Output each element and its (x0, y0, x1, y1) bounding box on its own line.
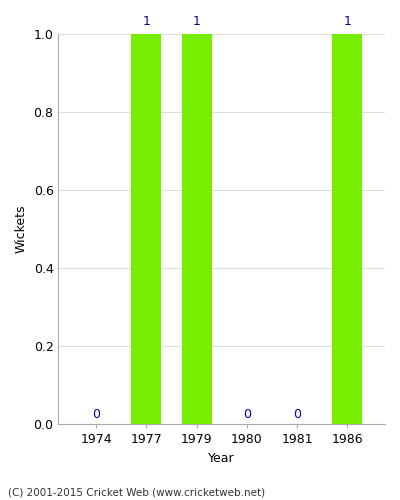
Text: 1: 1 (193, 15, 200, 28)
Text: 0: 0 (92, 408, 100, 420)
X-axis label: Year: Year (208, 452, 235, 465)
Text: 1: 1 (142, 15, 150, 28)
Bar (332, 34, 362, 424)
Text: 0: 0 (243, 408, 251, 420)
Text: 1: 1 (343, 15, 351, 28)
Y-axis label: Wickets: Wickets (15, 205, 28, 254)
Text: 0: 0 (293, 408, 301, 420)
Bar (131, 34, 162, 424)
Bar (182, 34, 212, 424)
Text: (C) 2001-2015 Cricket Web (www.cricketweb.net): (C) 2001-2015 Cricket Web (www.cricketwe… (8, 488, 265, 498)
